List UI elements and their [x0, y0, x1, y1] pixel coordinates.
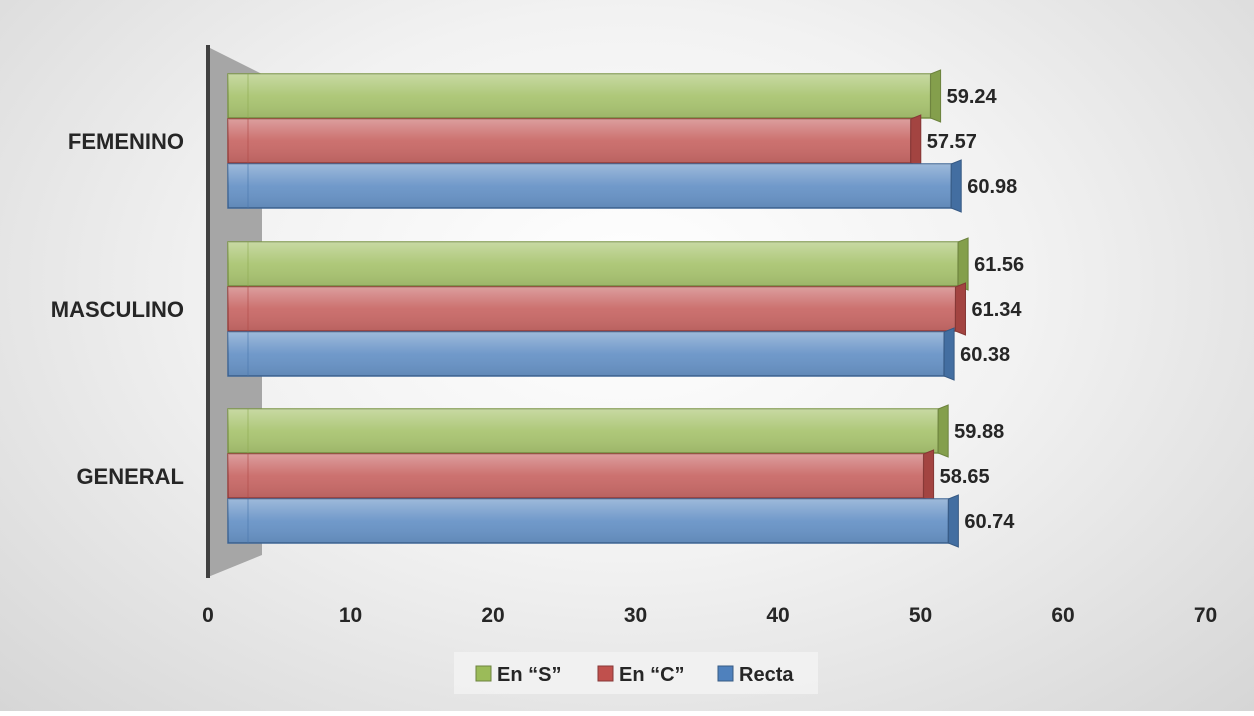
bar-end-cap [937, 404, 949, 458]
data-label: 60.98 [967, 176, 1017, 198]
bar-gloss [228, 287, 956, 331]
category-label: MASCULINO [51, 297, 184, 322]
x-tick-label: 60 [1051, 604, 1074, 627]
data-label: 58.65 [940, 466, 990, 488]
legend-label: En “S” [497, 664, 561, 686]
x-tick-labels-group: 0 10 20 30 40 50 60 70 [202, 604, 1217, 627]
x-tick-label: 0 [202, 604, 214, 627]
legend-label: Recta [739, 664, 794, 686]
x-tick-label: 30 [624, 604, 647, 627]
x-tick-label: 10 [339, 604, 362, 627]
x-tick-label: 50 [909, 604, 932, 627]
bar-femenino-2 [227, 159, 962, 213]
data-label: 59.24 [947, 86, 998, 108]
bar-gloss [228, 164, 952, 208]
data-label: 60.74 [964, 511, 1015, 533]
legend: En “S” En “C” Recta [454, 652, 818, 694]
data-label: 60.38 [960, 344, 1010, 366]
data-label: 57.57 [927, 131, 977, 153]
legend-swatch [597, 665, 614, 682]
x-tick-label: 40 [766, 604, 789, 627]
bar-gloss [228, 454, 924, 498]
data-label: 61.34 [971, 299, 1022, 321]
data-label: 61.56 [974, 254, 1024, 276]
bar-gloss [228, 332, 945, 376]
x-tick-label: 20 [481, 604, 504, 627]
x-tick-label: 70 [1194, 604, 1217, 627]
legend-swatch [475, 665, 492, 682]
legend-box [454, 652, 818, 694]
bar-gloss [228, 499, 949, 543]
bar-end-cap [930, 69, 942, 123]
bar-general-1 [227, 449, 935, 503]
category-label: GENERAL [76, 464, 184, 489]
category-label: FEMENINO [68, 129, 184, 154]
bar-masculino-0 [227, 237, 969, 291]
bar-end-cap [954, 282, 966, 336]
category-labels-group: FEMENINO MASCULINO GENERAL [51, 129, 184, 489]
bar-femenino-1 [227, 114, 922, 168]
bar-end-cap [943, 327, 955, 381]
legend-swatch [717, 665, 734, 682]
data-labels-group: 59.24 57.57 60.98 61.56 61.34 60.38 59.88 58.65… [927, 86, 1024, 533]
legend-label: En “C” [619, 664, 685, 686]
bar-gloss [228, 242, 959, 286]
bar-gloss [228, 74, 931, 118]
bar-gloss [228, 119, 911, 163]
bar-masculino-2 [227, 327, 955, 381]
bar-end-cap [950, 159, 962, 213]
bar-end-cap [910, 114, 922, 168]
bar-masculino-1 [227, 282, 966, 336]
bar-end-cap [947, 494, 959, 548]
bar-end-cap [957, 237, 969, 291]
bars-group [227, 69, 969, 548]
bar-end-cap [923, 449, 935, 503]
bar-femenino-0 [227, 69, 942, 123]
data-label: 59.88 [954, 421, 1004, 443]
bar-general-0 [227, 404, 949, 458]
bar-gloss [228, 409, 939, 453]
bar-general-2 [227, 494, 959, 548]
